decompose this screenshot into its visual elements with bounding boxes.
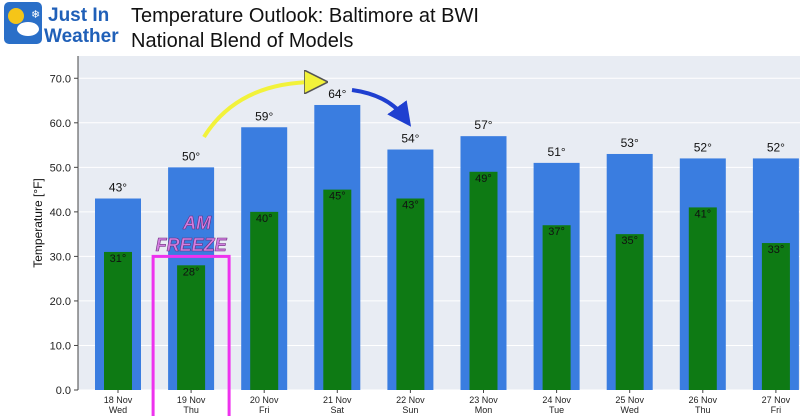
y-tick-label: 70.0 — [50, 73, 71, 85]
low-temp-label: 40° — [256, 213, 273, 225]
x-tick-date: 25 Nov — [615, 395, 644, 405]
y-tick-label: 10.0 — [50, 340, 71, 352]
x-tick-date: 19 Nov — [177, 395, 206, 405]
high-temp-label: 57° — [474, 118, 492, 132]
chart-title: Temperature Outlook: Baltimore at BWI Na… — [131, 4, 479, 54]
x-tick-weekday: Sun — [402, 405, 418, 415]
low-temp-label: 41° — [694, 208, 711, 220]
logo-text-weather: Weather — [44, 26, 119, 47]
x-tick-date: 20 Nov — [250, 395, 279, 405]
x-tick-weekday: Tue — [549, 405, 564, 415]
logo-graphic: ❄ Just In Weather — [4, 2, 119, 47]
x-tick-date: 21 Nov — [323, 395, 352, 405]
high-temp-label: 54° — [401, 132, 419, 146]
cooling-trend-arrow — [351, 88, 412, 127]
y-tick-label: 30.0 — [50, 251, 71, 263]
warming-trend-arrow — [202, 82, 316, 139]
low-temp-label: 49° — [475, 173, 492, 185]
x-tick-weekday: Sat — [331, 405, 345, 415]
low-temp-label: 37° — [548, 226, 565, 238]
low-temp-label: 45° — [329, 191, 346, 203]
y-axis-label: Temperature [°F] — [31, 178, 45, 268]
x-tick-date: 22 Nov — [396, 395, 425, 405]
x-tick-date: 23 Nov — [469, 395, 498, 405]
high-temp-label: 43° — [109, 181, 127, 195]
x-tick-date: 24 Nov — [542, 395, 571, 405]
low-temp-label: 33° — [768, 244, 785, 256]
x-tick-weekday: Thu — [183, 405, 199, 415]
freeze-highlight-box — [151, 254, 231, 416]
logo-text-just-in: Just In — [48, 5, 109, 26]
low-temp-label: 31° — [110, 253, 127, 265]
x-tick-weekday: Wed — [109, 405, 127, 415]
x-tick-date: 27 Nov — [762, 395, 791, 405]
high-temp-label: 52° — [767, 140, 785, 154]
y-tick-label: 60.0 — [50, 118, 71, 130]
low-temp-bar — [104, 251, 132, 390]
y-tick-label: 40.0 — [50, 207, 71, 219]
low-temp-bar — [615, 234, 644, 390]
chart-title-line1: Temperature Outlook: Baltimore at BWI — [131, 5, 479, 27]
low-temp-bar — [177, 265, 206, 390]
high-temp-label: 59° — [255, 109, 273, 123]
sun-icon — [8, 8, 24, 24]
high-temp-label: 52° — [694, 140, 712, 154]
low-temp-bar — [469, 171, 498, 390]
chart-title-line2: National Blend of Models — [131, 30, 354, 52]
high-temp-label: 50° — [182, 149, 200, 163]
cloud-icon — [17, 22, 39, 36]
low-temp-label: 35° — [621, 235, 638, 247]
x-tick-weekday: Thu — [695, 405, 711, 415]
low-temp-bar — [396, 198, 425, 390]
low-temp-bar — [761, 243, 790, 390]
high-temp-label: 51° — [548, 145, 566, 159]
high-temp-label: 64° — [328, 87, 346, 101]
x-tick-weekday: Fri — [259, 405, 270, 415]
low-temp-label: 43° — [402, 200, 419, 212]
freeze-annotation-line2: FREEZE — [156, 235, 228, 255]
x-tick-date: 26 Nov — [689, 395, 718, 405]
y-tick-label: 0.0 — [56, 385, 71, 397]
x-tick-weekday: Wed — [621, 405, 639, 415]
freeze-annotation-line1: AM — [182, 213, 212, 233]
x-tick-date: 18 Nov — [104, 395, 133, 405]
low-temp-bar — [323, 189, 352, 390]
low-temp-bar — [688, 207, 717, 390]
just-in-weather-logo: ❄ Just In Weather — [4, 2, 126, 48]
low-temp-bar — [250, 211, 279, 390]
low-temp-label: 28° — [183, 266, 200, 278]
x-tick-weekday: Fri — [771, 405, 782, 415]
y-tick-label: 20.0 — [50, 296, 71, 308]
snowflake-icon: ❄ — [31, 8, 40, 21]
y-tick-label: 50.0 — [50, 162, 71, 174]
low-temp-bar — [542, 225, 571, 390]
high-temp-label: 53° — [621, 136, 639, 150]
x-tick-weekday: Mon — [475, 405, 493, 415]
